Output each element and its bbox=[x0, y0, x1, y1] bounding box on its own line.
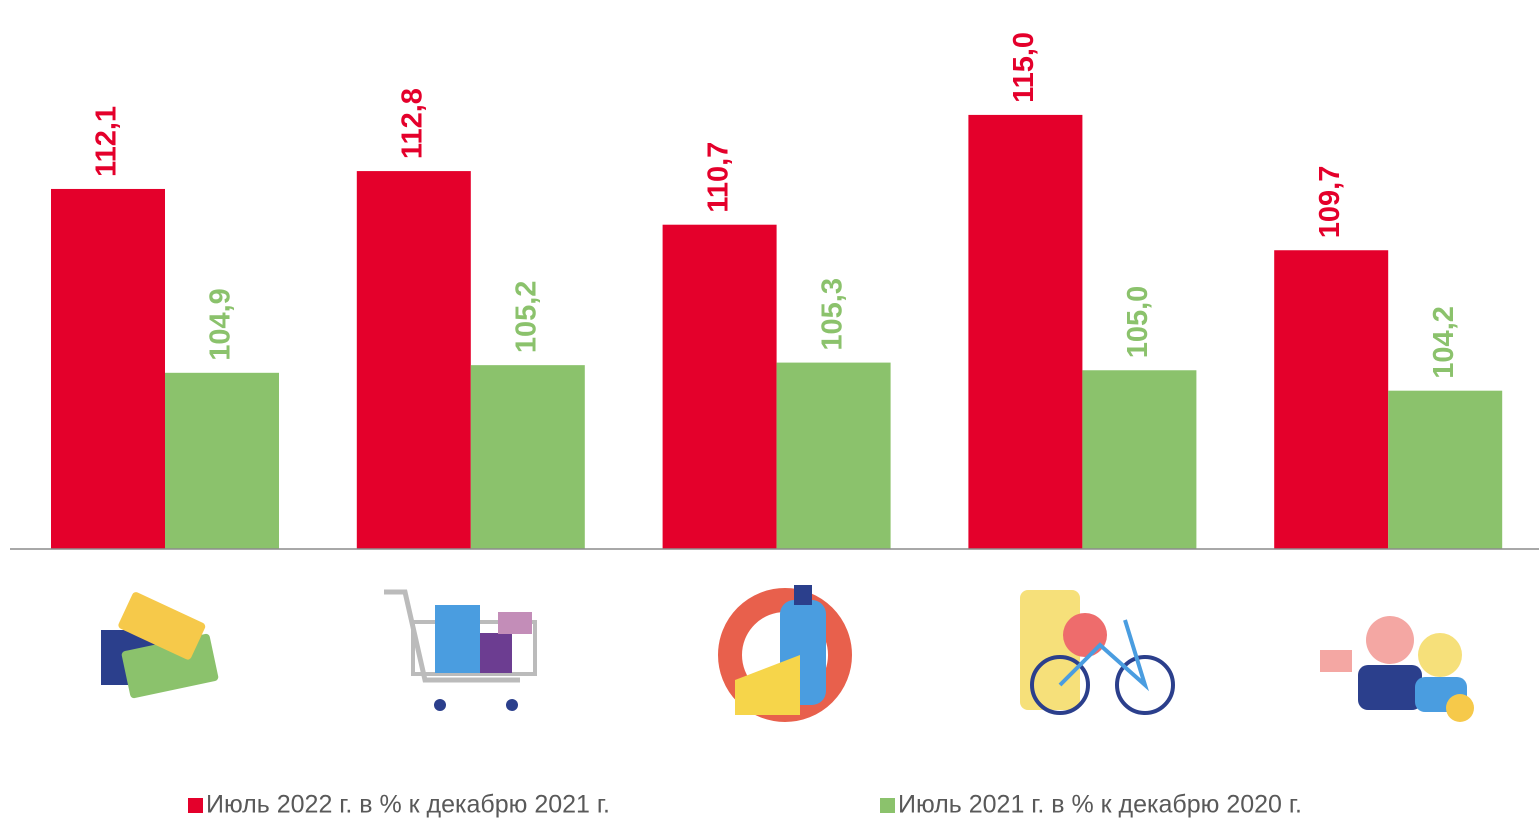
bar bbox=[165, 372, 279, 549]
bar bbox=[356, 171, 471, 549]
value-label: 104,2 bbox=[1428, 306, 1460, 379]
bar bbox=[776, 362, 891, 549]
value-label: 112,1 bbox=[91, 106, 123, 177]
value-label: 105,3 bbox=[816, 278, 848, 351]
icon-tags bbox=[101, 592, 219, 699]
bar bbox=[1274, 250, 1389, 549]
icon-services bbox=[1320, 616, 1474, 722]
bar bbox=[470, 365, 585, 549]
icon-food bbox=[718, 585, 852, 722]
icon-goods bbox=[1020, 590, 1175, 715]
bar bbox=[662, 224, 777, 549]
bar bbox=[51, 188, 165, 550]
value-label: 104,9 bbox=[205, 288, 237, 361]
legend-label: Июль 2021 г. в % к декабрю 2020 г. bbox=[898, 791, 1302, 819]
value-label: 110,7 bbox=[702, 142, 734, 213]
value-label: 105,2 bbox=[510, 281, 542, 354]
bar bbox=[1082, 370, 1197, 549]
icons bbox=[101, 585, 1474, 722]
value-label: 115,0 bbox=[1008, 32, 1040, 103]
bar bbox=[1388, 390, 1503, 549]
value-label: 109,7 bbox=[1314, 166, 1346, 239]
bar bbox=[968, 114, 1083, 549]
icon-cart bbox=[384, 589, 537, 711]
value-label: 112,8 bbox=[396, 88, 428, 159]
value-label: 105,0 bbox=[1122, 286, 1154, 359]
legend-swatch bbox=[880, 798, 895, 813]
legend-swatch bbox=[188, 798, 203, 813]
legend-label: Июль 2022 г. в % к декабрю 2021 г. bbox=[206, 791, 610, 819]
